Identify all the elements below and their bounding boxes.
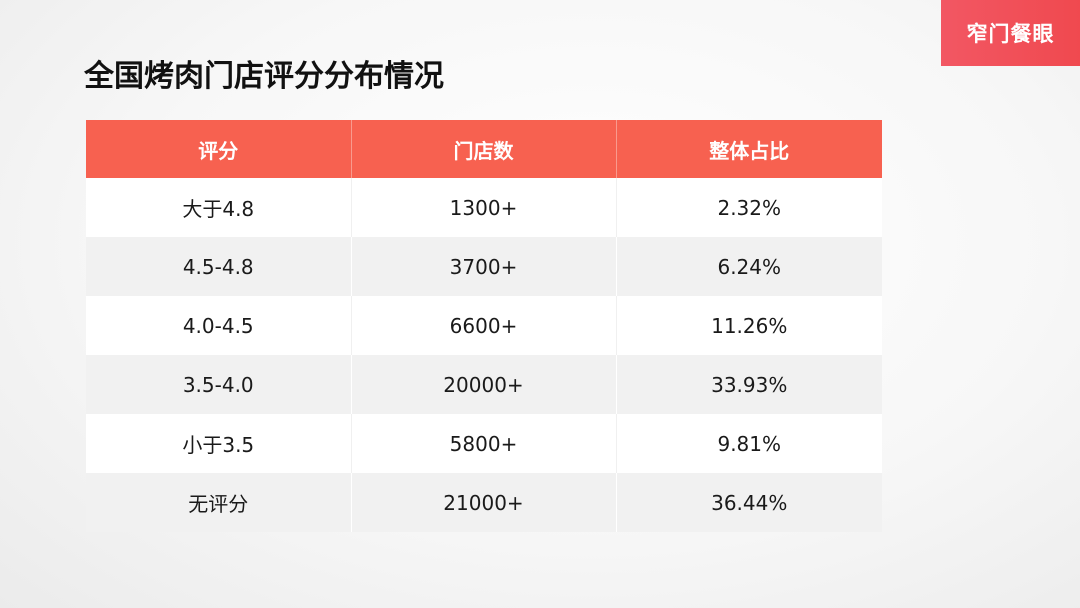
table-row: 无评分 21000+ 36.44% xyxy=(86,473,882,532)
table-row: 小于3.5 5800+ 9.81% xyxy=(86,414,882,473)
column-header-share: 整体占比 xyxy=(616,120,882,178)
cell-share: 33.93% xyxy=(616,355,882,414)
table-row: 大于4.8 1300+ 2.32% xyxy=(86,178,882,237)
cell-rating: 小于3.5 xyxy=(86,414,352,473)
cell-store-count: 21000+ xyxy=(351,473,617,532)
table-row: 4.5-4.8 3700+ 6.24% xyxy=(86,237,882,296)
cell-rating: 3.5-4.0 xyxy=(86,355,352,414)
cell-store-count: 5800+ xyxy=(351,414,617,473)
rating-distribution-table: 评分 门店数 整体占比 大于4.8 1300+ 2.32% 4.5-4.8 37… xyxy=(86,120,882,532)
cell-share: 6.24% xyxy=(616,237,882,296)
cell-store-count: 6600+ xyxy=(351,296,617,355)
cell-rating: 无评分 xyxy=(86,473,352,532)
brand-label: 窄门餐眼 xyxy=(966,22,1055,46)
page-title: 全国烤肉门店评分分布情况 xyxy=(84,59,444,94)
cell-share: 11.26% xyxy=(616,296,882,355)
rating-distribution-table-container: 评分 门店数 整体占比 大于4.8 1300+ 2.32% 4.5-4.8 37… xyxy=(86,120,882,532)
cell-store-count: 20000+ xyxy=(351,355,617,414)
cell-rating: 大于4.8 xyxy=(86,178,352,237)
cell-store-count: 3700+ xyxy=(351,237,617,296)
cell-rating: 4.0-4.5 xyxy=(86,296,352,355)
table-row: 4.0-4.5 6600+ 11.26% xyxy=(86,296,882,355)
brand-badge: 窄门餐眼 xyxy=(941,0,1080,66)
cell-rating: 4.5-4.8 xyxy=(86,237,352,296)
cell-share: 36.44% xyxy=(616,473,882,532)
cell-share: 2.32% xyxy=(616,178,882,237)
column-header-store-count: 门店数 xyxy=(351,120,617,178)
cell-store-count: 1300+ xyxy=(351,178,617,237)
cell-share: 9.81% xyxy=(616,414,882,473)
table-row: 3.5-4.0 20000+ 33.93% xyxy=(86,355,882,414)
column-header-rating: 评分 xyxy=(86,120,352,178)
table-header-row: 评分 门店数 整体占比 xyxy=(86,120,882,178)
